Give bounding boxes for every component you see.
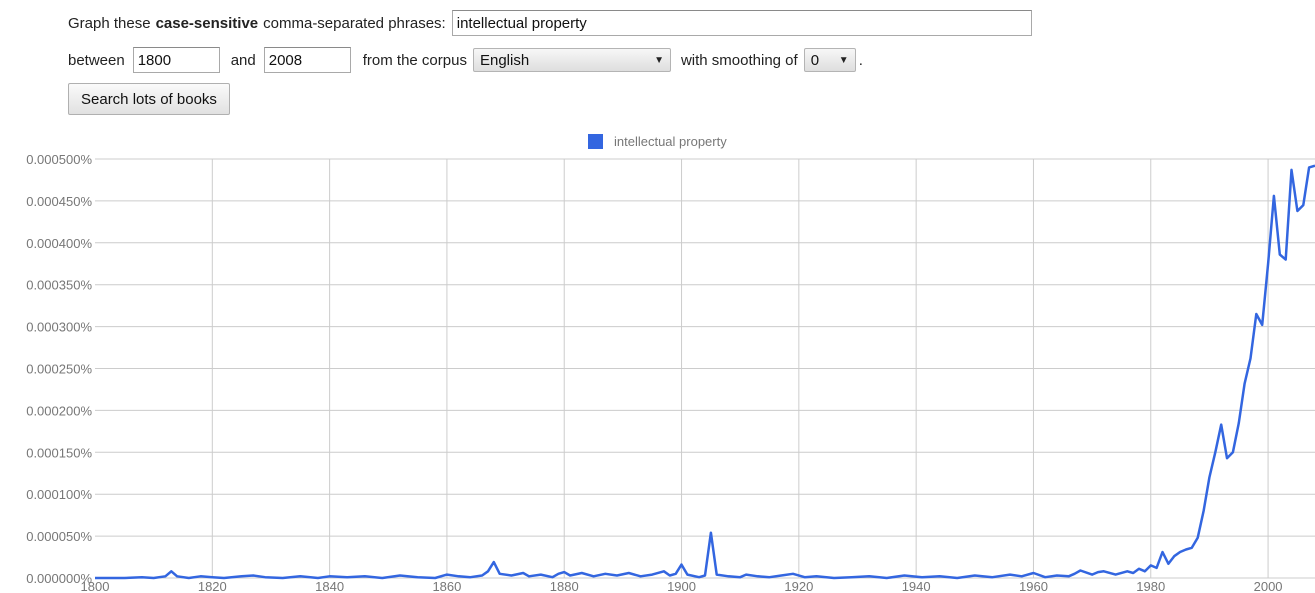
- y-axis: 0.000500% 0.000450% 0.000400% 0.000350% 0.00…: [26, 152, 92, 586]
- period-text: .: [858, 51, 863, 69]
- y-tick-label: 0.000350%: [26, 278, 92, 293]
- smoothing-select[interactable]: 0 ▼: [803, 48, 856, 72]
- chevron-down-icon: ▼: [838, 54, 849, 66]
- y-tick-label: 0.000100%: [26, 487, 92, 502]
- x-tick-label: 1820: [198, 579, 227, 593]
- smoothing-label: with smoothing of: [680, 51, 798, 69]
- chart-legend: intellectual property: [588, 134, 727, 149]
- y-tick-label: 0.000000%: [26, 571, 92, 586]
- x-tick-label: 1980: [1136, 579, 1165, 593]
- phrase-input[interactable]: [451, 10, 1032, 36]
- start-year-input[interactable]: [132, 47, 220, 73]
- search-row: Search lots of books: [68, 83, 230, 115]
- corpus-value: English: [479, 51, 530, 69]
- corpus-select[interactable]: English ▼: [472, 48, 671, 72]
- y-tick-label: 0.000500%: [26, 152, 92, 167]
- x-axis: 1800 1820 1840 1860 1880 1900 1920 1940 1960 1980…: [81, 579, 1283, 593]
- x-tick-label: 2000: [1254, 579, 1283, 593]
- x-tick-label: 1900: [667, 579, 696, 593]
- smoothing-value: 0: [810, 51, 820, 69]
- chevron-down-icon: ▼: [654, 54, 664, 66]
- x-tick-label: 1960: [1019, 579, 1048, 593]
- phrase-row: Graph these case-sensitive comma-separat…: [68, 8, 1032, 38]
- y-tick-label: 0.000050%: [26, 529, 92, 544]
- x-tick-label: 1860: [432, 579, 461, 593]
- x-tick-label: 1940: [902, 579, 931, 593]
- series-line-intellectual-property: [95, 164, 1315, 580]
- intro-text-end: comma-separated phrases:: [263, 14, 446, 32]
- chart-grid: [95, 158, 1315, 579]
- y-tick-label: 0.000300%: [26, 320, 92, 335]
- search-button[interactable]: Search lots of books: [68, 83, 230, 115]
- x-tick-label: 1920: [784, 579, 813, 593]
- case-sensitive-text: case-sensitive: [155, 14, 259, 32]
- range-row: between and from the corpus English ▼ wi…: [68, 45, 863, 75]
- y-tick-label: 0.000250%: [26, 362, 92, 377]
- y-tick-label: 0.000150%: [26, 445, 92, 460]
- x-tick-label: 1800: [81, 579, 110, 593]
- between-label: between: [68, 51, 125, 69]
- legend-label: intellectual property: [614, 134, 727, 149]
- legend-swatch: [588, 134, 603, 149]
- y-tick-label: 0.000200%: [26, 403, 92, 418]
- corpus-label: from the corpus: [362, 51, 467, 69]
- y-tick-label: 0.000450%: [26, 194, 92, 209]
- end-year-input[interactable]: [263, 47, 351, 73]
- y-tick-label: 0.000400%: [26, 236, 92, 251]
- x-tick-label: 1880: [550, 579, 579, 593]
- and-label: and: [230, 51, 256, 69]
- x-tick-label: 1840: [315, 579, 344, 593]
- intro-text: Graph these: [68, 14, 151, 32]
